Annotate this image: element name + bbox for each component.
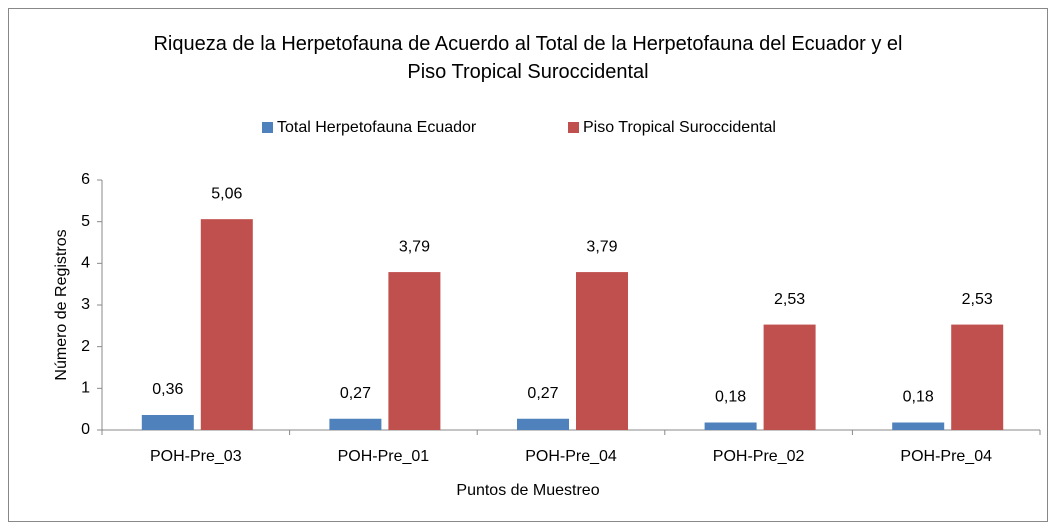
legend-swatch xyxy=(262,122,273,133)
value-label: 0,36 xyxy=(152,381,183,398)
value-label: 0,27 xyxy=(340,385,371,402)
y-tick-label: 5 xyxy=(81,213,90,230)
legend-swatch xyxy=(568,122,579,133)
y-tick-label: 2 xyxy=(81,338,90,355)
chart-title: Riqueza de la Herpetofauna de Acuerdo al… xyxy=(153,33,903,83)
value-label: 0,18 xyxy=(715,389,746,406)
y-tick-label: 0 xyxy=(81,421,90,438)
y-tick-label: 1 xyxy=(81,380,90,397)
bar xyxy=(951,324,1004,430)
value-label: 0,18 xyxy=(903,389,934,406)
y-axis-label: Número de Registros xyxy=(53,229,70,380)
y-tick-label: 4 xyxy=(81,255,90,272)
bar xyxy=(200,219,253,430)
value-label: 2,53 xyxy=(774,291,805,308)
legend-label: Piso Tropical Suroccidental xyxy=(583,119,776,136)
y-tick-label: 3 xyxy=(81,296,90,313)
legend-label: Total Herpetofauna Ecuador xyxy=(277,119,477,136)
x-tick-label: POH-Pre_04 xyxy=(525,448,617,465)
x-tick-label: POH-Pre_03 xyxy=(150,448,242,465)
x-tick-label: POH-Pre_01 xyxy=(338,448,430,465)
bar xyxy=(763,324,816,430)
bar xyxy=(517,418,569,430)
value-label: 5,06 xyxy=(211,185,242,202)
chart-border xyxy=(8,8,1048,522)
y-tick-label: 6 xyxy=(81,171,90,188)
value-label: 3,79 xyxy=(399,238,430,255)
value-label: 2,53 xyxy=(962,291,993,308)
bar xyxy=(388,272,441,430)
bar xyxy=(892,422,945,430)
x-axis-label: Puntos de Muestreo xyxy=(456,482,599,499)
value-label: 0,27 xyxy=(527,385,558,402)
x-tick-label: POH-Pre_02 xyxy=(713,448,805,465)
bar xyxy=(704,422,757,430)
bar xyxy=(329,418,382,430)
bar xyxy=(141,415,194,430)
bar xyxy=(576,272,628,430)
x-tick-label: POH-Pre_04 xyxy=(900,448,992,465)
value-label: 3,79 xyxy=(586,238,617,255)
